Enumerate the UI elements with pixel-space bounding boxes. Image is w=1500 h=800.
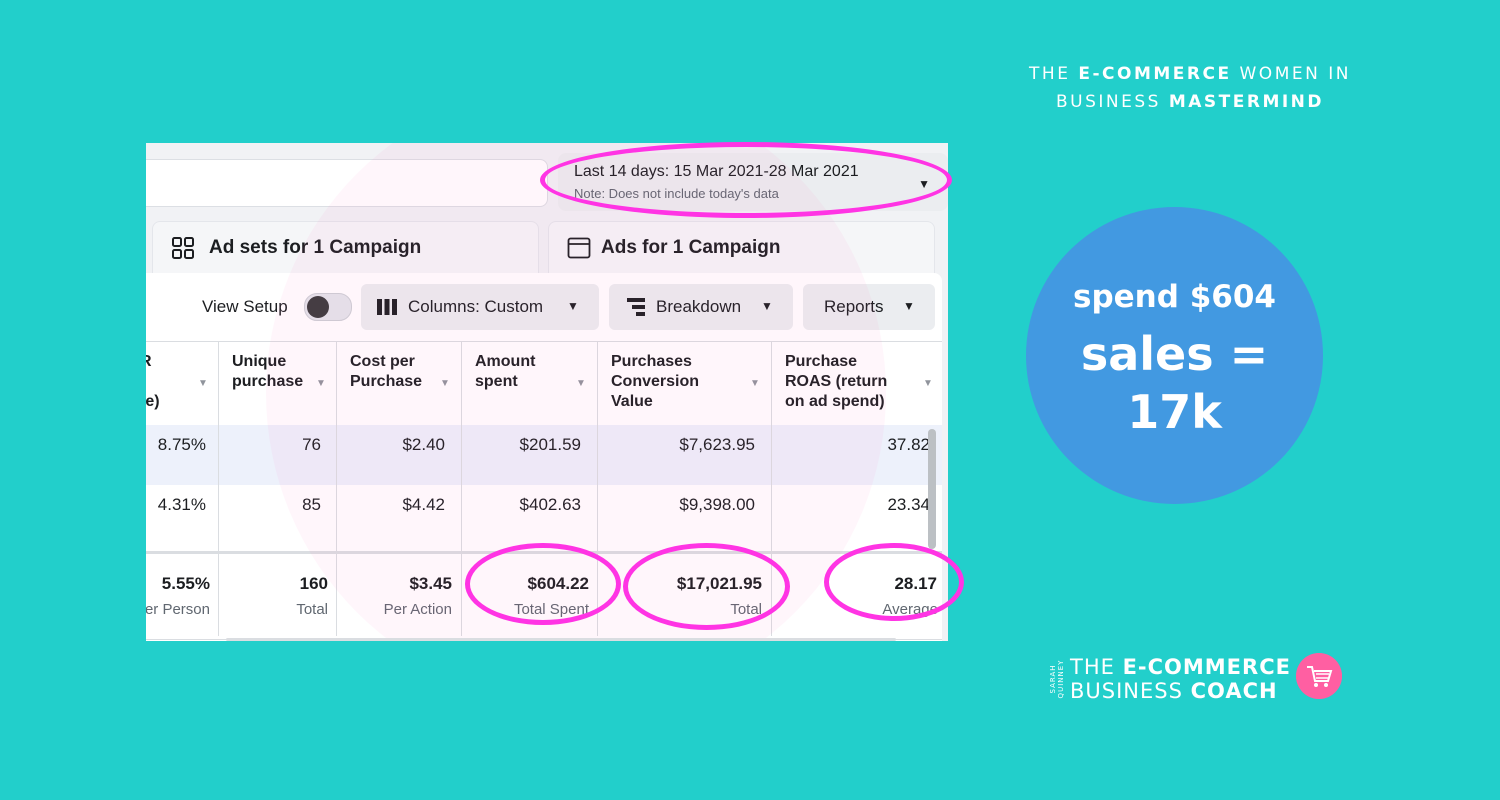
column-divider <box>597 341 598 636</box>
column-divider <box>771 341 772 636</box>
tab-ad-sets[interactable]: Ad sets for 1 Campaign <box>152 221 539 276</box>
mastermind-title-line2: BUSINESS MASTERMIND <box>1055 92 1325 112</box>
total-unique-purchases-sub: Total <box>296 601 328 618</box>
cell-roas: 23.34 <box>887 495 930 514</box>
highlight-oval-roas <box>824 543 964 621</box>
columns-button-label: Columns: Custom <box>408 297 544 316</box>
toggle-knob <box>307 296 329 318</box>
cell-cost-per-purchase: $4.42 <box>402 495 445 514</box>
spend-sales-callout: spend $604 sales = 17k <box>1026 207 1323 504</box>
column-divider <box>218 341 219 636</box>
logo-line1: THE E-COMMERCE <box>1070 655 1291 679</box>
total-cost-per-purchase: $3.45 <box>409 574 452 593</box>
highlight-oval-date <box>540 142 952 218</box>
column-header-rate[interactable]: R te) <box>146 353 160 410</box>
cell-purchase-value: $7,623.95 <box>679 435 755 454</box>
total-unique-purchases: 160 <box>299 574 328 593</box>
column-header-unique-purchases[interactable]: Unique purchase <box>232 353 304 390</box>
reports-button-label: Reports <box>824 297 884 316</box>
tab-ads[interactable]: Ads for 1 Campaign <box>548 221 935 276</box>
chevron-down-icon: ▼ <box>903 299 915 313</box>
reports-button[interactable]: Reports ▼ <box>803 284 935 330</box>
cell-rate: 4.31% <box>157 495 206 514</box>
column-header-purchase-value[interactable]: Purchases Conversion Value <box>611 353 700 410</box>
table-row[interactable]: 8.75% 76 $2.40 $201.59 $7,623.95 37.82 <box>146 425 942 485</box>
view-setup-label: View Setup <box>202 297 288 316</box>
columns-icon <box>377 299 397 315</box>
breakdown-button-label: Breakdown <box>656 297 742 316</box>
sort-caret-icon: ▼ <box>316 378 326 389</box>
cell-purchase-value: $9,398.00 <box>679 495 755 514</box>
total-rate-sub: er Person <box>146 601 210 618</box>
total-cost-per-purchase-sub: Per Action <box>383 601 452 618</box>
cell-cost-per-purchase: $2.40 <box>402 435 445 454</box>
cell-unique-purchases: 76 <box>302 435 321 454</box>
sort-caret-icon: ▼ <box>923 378 933 389</box>
cell-roas: 37.82 <box>887 435 930 454</box>
cell-unique-purchases: 85 <box>302 495 321 514</box>
horizontal-scrollbar[interactable] <box>226 638 896 641</box>
cell-rate: 8.75% <box>157 435 206 454</box>
columns-button[interactable]: Columns: Custom ▼ <box>361 284 599 330</box>
sort-caret-icon: ▼ <box>440 378 450 389</box>
callout-sales: sales = <box>1080 327 1269 381</box>
column-header-roas[interactable]: Purchase ROAS (return on ad spend) <box>785 353 888 410</box>
tab-ads-label: Ads for 1 Campaign <box>601 237 781 258</box>
coach-logo: SARAH QUINNEY THE E-COMMERCE BUSINESS CO… <box>1049 653 1350 708</box>
sort-caret-icon: ▼ <box>750 378 760 389</box>
chevron-down-icon: ▼ <box>567 299 579 313</box>
mastermind-title-line1: THE E-COMMERCE WOMEN IN <box>1029 64 1351 84</box>
sort-caret-icon: ▼ <box>576 378 586 389</box>
grid-icon <box>172 237 194 259</box>
logo-line2: BUSINESS COACH <box>1070 679 1278 703</box>
total-rate: 5.55% <box>161 574 210 593</box>
breakdown-icon <box>627 298 645 316</box>
cell-amount-spent: $402.63 <box>519 495 581 514</box>
callout-spend: spend $604 <box>1073 279 1276 315</box>
vertical-scrollbar[interactable] <box>928 429 936 549</box>
search-input[interactable] <box>146 159 548 207</box>
tab-ad-sets-label: Ad sets for 1 Campaign <box>209 237 422 258</box>
window-icon <box>567 237 591 259</box>
column-divider <box>461 341 462 636</box>
callout-sales-amount: 17k <box>1127 385 1222 439</box>
view-setup-toggle[interactable] <box>304 293 352 321</box>
highlight-oval-spent <box>465 543 621 625</box>
breakdown-button[interactable]: Breakdown ▼ <box>609 284 793 330</box>
table-row[interactable]: 4.31% 85 $4.42 $402.63 $9,398.00 23.34 <box>146 485 942 545</box>
shopping-cart-icon <box>1296 653 1342 699</box>
column-header-cost-per-purchase[interactable]: Cost per Purchase <box>350 353 423 390</box>
column-divider <box>336 341 337 636</box>
cell-amount-spent: $201.59 <box>519 435 581 454</box>
chevron-down-icon: ▼ <box>761 299 773 313</box>
highlight-oval-value <box>623 543 790 630</box>
logo-side-text: SARAH QUINNEY <box>1049 659 1065 699</box>
table-header-row: R te) ▼ Unique purchase ▼ Cost per Purch… <box>146 341 942 426</box>
sort-caret-icon: ▼ <box>198 378 208 389</box>
column-header-amount-spent[interactable]: Amount spent <box>475 353 536 390</box>
mastermind-title: THE E-COMMERCE WOMEN IN BUSINESS MASTERM… <box>1000 60 1380 116</box>
